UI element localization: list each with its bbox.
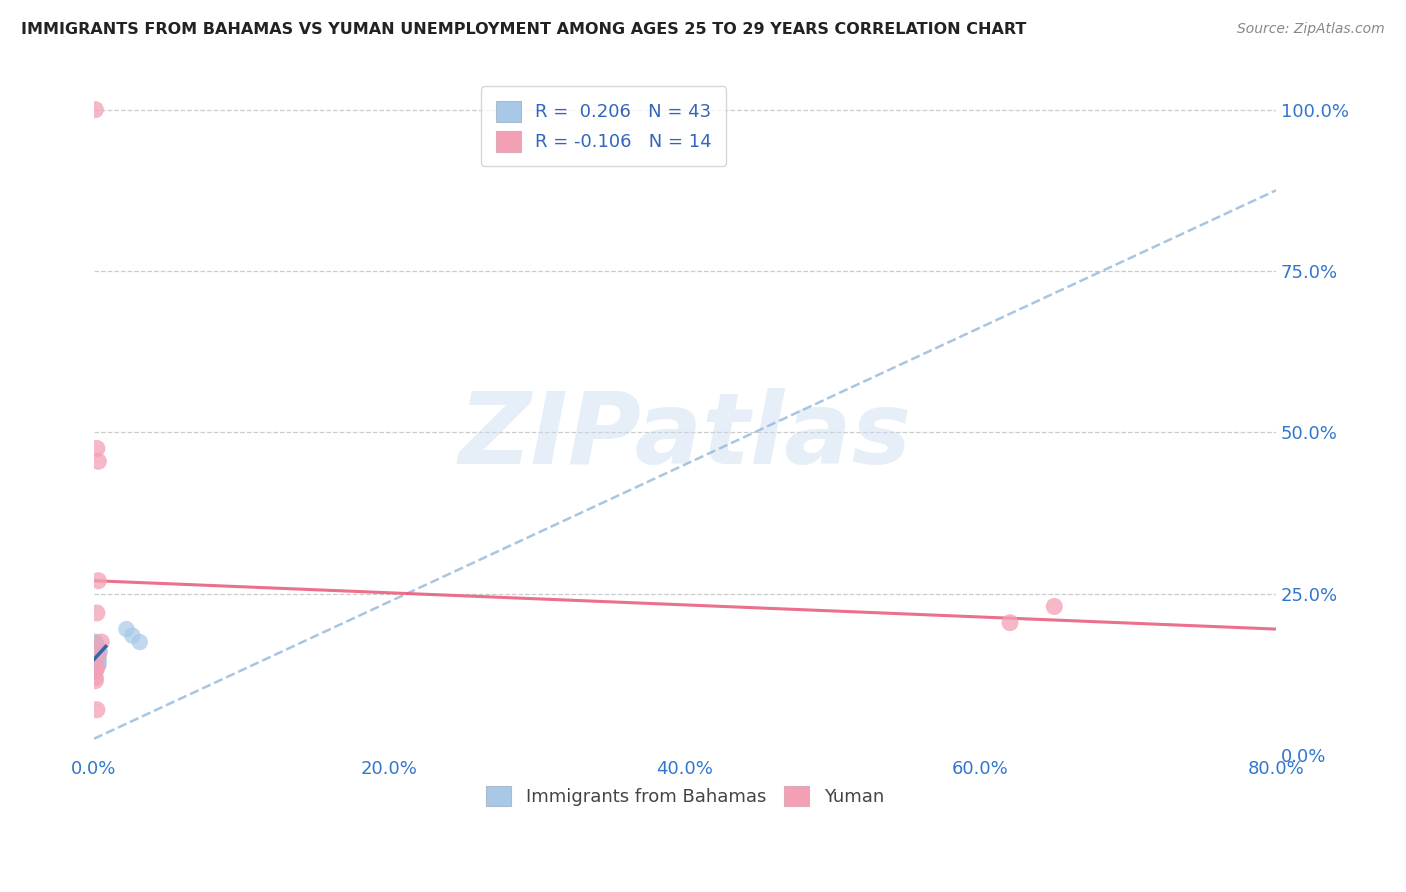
Point [84,641,107,656]
Point [86,654,108,668]
Point [87,645,110,659]
Text: IMMIGRANTS FROM BAHAMAS VS YUMAN UNEMPLOYMENT AMONG AGES 25 TO 29 YEARS CORRELAT: IMMIGRANTS FROM BAHAMAS VS YUMAN UNEMPLO… [21,22,1026,37]
Point [86,641,108,656]
Point [86,654,108,668]
Point [87,657,110,672]
Point [86,651,108,665]
Point [87,641,110,656]
Point [86,703,108,717]
Point [87,657,110,672]
Point [84,635,107,649]
Point [84,635,107,649]
Point [87,574,110,588]
Point [84,638,107,652]
Point [128,635,150,649]
Text: Source: ZipAtlas.com: Source: ZipAtlas.com [1237,22,1385,37]
Point [84,664,107,678]
Point [84,648,107,662]
Point [86,651,108,665]
Point [84,654,107,668]
Point [1043,599,1066,614]
Point [84,673,107,688]
Point [84,648,107,662]
Point [86,651,108,665]
Point [86,654,108,668]
Point [90,635,112,649]
Legend: Immigrants from Bahamas, Yuman: Immigrants from Bahamas, Yuman [478,779,891,814]
Point [84,651,107,665]
Point [86,641,108,656]
Point [86,648,108,662]
Point [86,648,108,662]
Point [84,638,107,652]
Point [87,454,110,468]
Point [86,638,108,652]
Point [86,442,108,456]
Point [86,606,108,620]
Point [87,645,110,659]
Point [84,638,107,652]
Point [86,645,108,659]
Point [121,628,143,642]
Text: ZIPatlas: ZIPatlas [458,388,911,485]
Point [86,657,108,672]
Point [86,648,108,662]
Point [84,103,107,117]
Point [84,641,107,656]
Point [84,671,107,685]
Point [86,648,108,662]
Point [89,645,111,659]
Point [87,654,110,668]
Point [998,615,1021,630]
Point [86,661,108,675]
Point [115,622,138,636]
Point [87,645,110,659]
Point [84,645,107,659]
Point [84,641,107,656]
Point [87,651,110,665]
Point [87,648,110,662]
Point [87,648,110,662]
Point [87,654,110,668]
Point [84,648,107,662]
